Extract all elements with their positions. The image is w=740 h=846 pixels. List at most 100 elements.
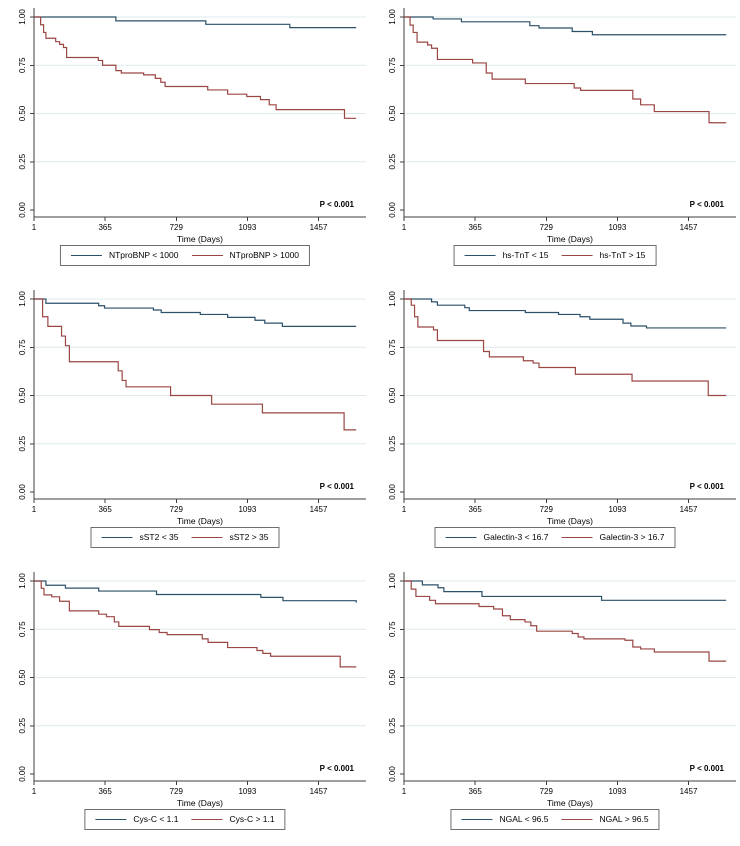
- legend-line-low-icon: [101, 536, 133, 538]
- p-value-label: P < 0.001: [320, 200, 355, 209]
- x-tick-label: 729: [540, 505, 554, 514]
- x-tick-label: 1457: [680, 223, 698, 232]
- y-tick-label: 0.25: [388, 435, 397, 451]
- km-panel-ngal: 0.00 0.25 0.50 0.75 1.00 1 365 729 1093 1457 Time …: [370, 564, 740, 846]
- km-panel-cys-c: 0.00 0.25 0.50 0.75 1.00 1 365 729 1093 1457 Time …: [0, 564, 370, 846]
- x-tick-label: 1457: [680, 787, 698, 796]
- y-tick-label: 0.50: [18, 387, 27, 403]
- x-tick-label: 365: [468, 787, 482, 796]
- survival-curve-low: [404, 298, 727, 329]
- x-tick-label: 1457: [310, 505, 328, 514]
- x-axis-title: Time (Days): [177, 234, 223, 244]
- p-value-label: P < 0.001: [320, 764, 355, 773]
- legend-line-low-icon: [445, 536, 477, 538]
- x-tick-label: 365: [98, 223, 112, 232]
- legend-hs-tnt: hs-TnT < 15 hs-TnT > 15: [453, 245, 657, 266]
- y-tick-label: 0.25: [18, 153, 27, 169]
- x-tick-label: 1093: [608, 223, 626, 232]
- y-tick-label: 0.00: [388, 484, 397, 500]
- km-plot-cys-c: 0.00 0.25 0.50 0.75 1.00 1 365 729 1093 1457 Time …: [18, 572, 366, 808]
- legend-cys-c: Cys-C < 1.1 Cys-C > 1.1: [84, 809, 286, 830]
- y-tick-label: 0.50: [18, 669, 27, 685]
- legend-item-low: hs-TnT < 15: [464, 250, 549, 260]
- survival-curve-low: [34, 580, 357, 603]
- y-tick-label: 0.00: [18, 202, 27, 218]
- legend-galectin3: Galectin-3 < 16.7 Galectin-3 > 16.7: [434, 527, 676, 548]
- x-axis-title: Time (Days): [177, 516, 223, 526]
- y-tick-label: 1.00: [18, 573, 27, 589]
- x-tick-label: 1: [32, 223, 37, 232]
- legend-label-low: sST2 < 35: [139, 532, 179, 542]
- legend-label-high: Cys-C > 1.1: [229, 814, 275, 824]
- legend-item-high: NTproBNP > 1000: [191, 250, 300, 260]
- y-tick-label: 1.00: [388, 9, 397, 25]
- legend-line-high-icon: [561, 254, 593, 256]
- x-tick-label: 1: [32, 505, 37, 514]
- legend-item-high: NGAL > 96.5: [561, 814, 649, 824]
- p-value-label: P < 0.001: [320, 482, 355, 491]
- x-tick-label: 365: [98, 505, 112, 514]
- p-value-label: P < 0.001: [690, 482, 725, 491]
- y-tick-label: 0.25: [18, 717, 27, 733]
- legend-item-low: Galectin-3 < 16.7: [445, 532, 549, 542]
- p-value-label: P < 0.001: [690, 764, 725, 773]
- legend-line-high-icon: [561, 536, 593, 538]
- legend-label-high: hs-TnT > 15: [599, 250, 646, 260]
- x-tick-label: 729: [540, 787, 554, 796]
- legend-label-low: hs-TnT < 15: [502, 250, 549, 260]
- legend-item-low: NTproBNP < 1000: [70, 250, 179, 260]
- legend-label-high: NTproBNP > 1000: [229, 250, 300, 260]
- y-tick-label: 0.25: [18, 435, 27, 451]
- x-tick-label: 365: [468, 223, 482, 232]
- y-tick-label: 0.50: [388, 105, 397, 121]
- legend-item-high: hs-TnT > 15: [561, 250, 646, 260]
- y-tick-label: 1.00: [18, 9, 27, 25]
- y-tick-label: 0.00: [18, 484, 27, 500]
- x-tick-label: 1: [402, 223, 407, 232]
- x-tick-label: 1: [402, 505, 407, 514]
- x-tick-label: 1: [32, 787, 37, 796]
- legend-item-high: Galectin-3 > 16.7: [561, 532, 665, 542]
- x-tick-label: 729: [170, 505, 184, 514]
- legend-item-low: Cys-C < 1.1: [95, 815, 179, 824]
- x-tick-label: 1093: [238, 505, 256, 514]
- y-tick-label: 0.75: [388, 339, 397, 355]
- legend-label-low: NTproBNP < 1000: [108, 250, 179, 260]
- x-tick-label: 729: [170, 787, 184, 796]
- legend-label-high: sST2 > 35: [229, 532, 269, 542]
- legend-line-low-icon: [70, 254, 102, 256]
- y-tick-label: 0.75: [388, 57, 397, 73]
- x-tick-label: 1093: [608, 505, 626, 514]
- y-tick-label: 0.75: [18, 57, 27, 73]
- y-tick-label: 1.00: [388, 291, 397, 307]
- x-tick-label: 1457: [310, 787, 328, 796]
- legend-label-high: Galectin-3 > 16.7: [599, 532, 665, 542]
- legend-label-high: NGAL > 96.5: [599, 814, 649, 824]
- legend-line-high-icon: [191, 536, 223, 538]
- x-axis-title: Time (Days): [547, 234, 593, 244]
- legend-item-high: sST2 > 35: [191, 532, 269, 542]
- survival-curve-low: [404, 16, 727, 36]
- y-tick-label: 0.50: [18, 105, 27, 121]
- x-tick-label: 365: [468, 505, 482, 514]
- y-tick-label: 0.00: [388, 766, 397, 782]
- y-tick-label: 0.00: [388, 202, 397, 218]
- legend-line-high-icon: [561, 818, 593, 820]
- legend-label-low: Galectin-3 < 16.7: [483, 532, 549, 542]
- legend-sst2: sST2 < 35 sST2 > 35: [90, 527, 280, 548]
- legend-label-low: NGAL < 96.5: [499, 814, 549, 824]
- p-value-label: P < 0.001: [690, 200, 725, 209]
- km-panel-galectin3: 0.00 0.25 0.50 0.75 1.00 1 365 729 1093 1457 Time …: [370, 282, 740, 564]
- km-plot-galectin3: 0.00 0.25 0.50 0.75 1.00 1 365 729 1093 1457 Time …: [388, 290, 736, 526]
- x-axis-title: Time (Days): [547, 798, 593, 808]
- legend-line-low-icon: [464, 254, 496, 256]
- legend-line-low-icon: [461, 818, 493, 820]
- survival-curve-high: [34, 16, 357, 119]
- legend-ngal: NGAL < 96.5 NGAL > 96.5: [450, 809, 660, 830]
- y-tick-label: 0.00: [18, 766, 27, 782]
- legend-line-high-icon: [191, 254, 223, 256]
- x-tick-label: 729: [540, 223, 554, 232]
- y-tick-label: 0.25: [388, 153, 397, 169]
- km-plot-ngal: 0.00 0.25 0.50 0.75 1.00 1 365 729 1093 1457 Time …: [388, 572, 736, 808]
- y-tick-label: 0.50: [388, 387, 397, 403]
